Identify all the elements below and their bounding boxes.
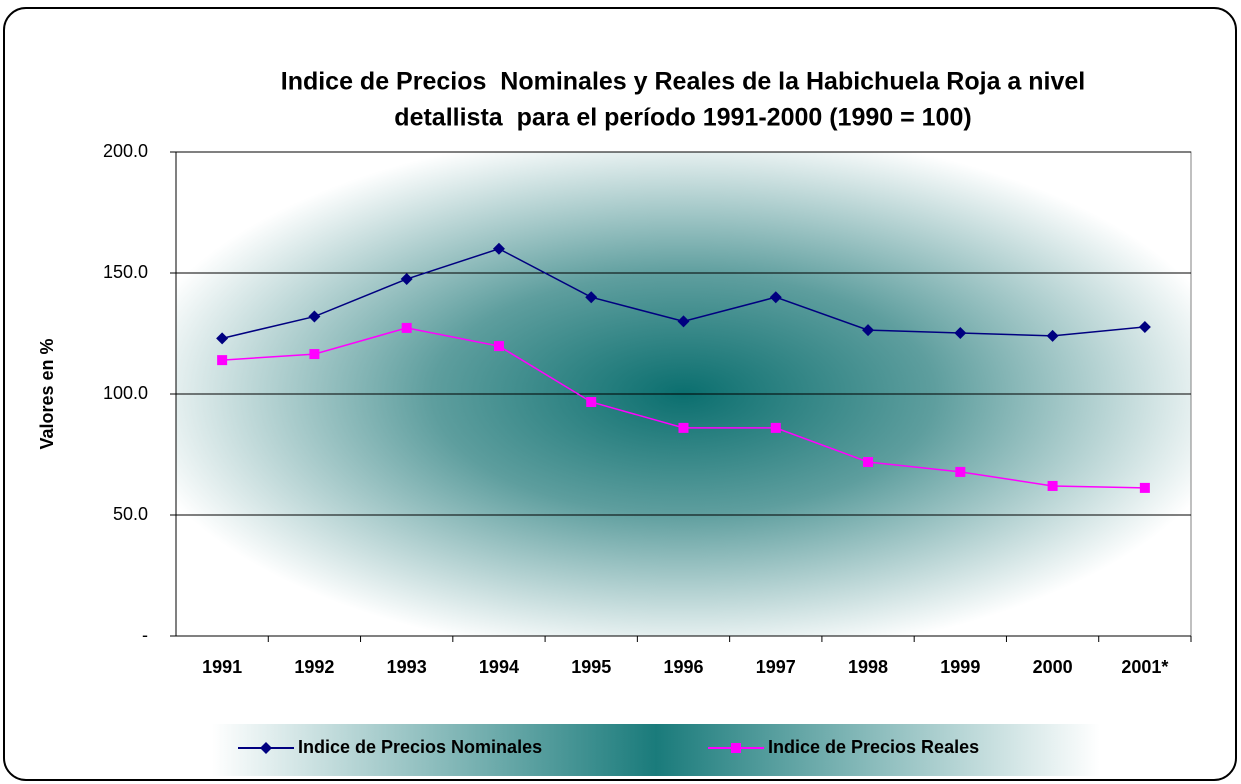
data-point bbox=[955, 466, 966, 477]
data-point bbox=[217, 355, 228, 366]
data-point bbox=[862, 324, 875, 337]
legend-label: Indice de Precios Nominales bbox=[298, 737, 542, 757]
data-point bbox=[770, 422, 781, 433]
data-point bbox=[309, 349, 320, 360]
legend-label: Indice de Precios Reales bbox=[768, 737, 979, 757]
data-point bbox=[1047, 480, 1058, 491]
y-axis-label: Valores en % bbox=[37, 338, 57, 449]
data-point bbox=[769, 291, 782, 304]
y-tick-label: 50.0 bbox=[113, 504, 148, 524]
x-tick-label: 1999 bbox=[940, 657, 980, 677]
data-point bbox=[493, 341, 504, 352]
data-point bbox=[1139, 482, 1150, 493]
data-point bbox=[1138, 320, 1151, 333]
x-tick-label: 2000 bbox=[1033, 657, 1073, 677]
x-tick-label: 1997 bbox=[756, 657, 796, 677]
data-point bbox=[216, 332, 229, 345]
data-point bbox=[401, 322, 412, 333]
x-tick-label: 1995 bbox=[571, 657, 611, 677]
x-tick-label: 1994 bbox=[479, 657, 519, 677]
legend-marker bbox=[260, 742, 272, 754]
data-point bbox=[863, 457, 874, 468]
data-point bbox=[954, 327, 967, 340]
data-point bbox=[492, 242, 505, 255]
x-tick-label: 1992 bbox=[294, 657, 334, 677]
x-tick-label: 1991 bbox=[202, 657, 242, 677]
chart-title: detallista para el período 1991-2000 (19… bbox=[394, 104, 971, 132]
y-tick-label: - bbox=[142, 625, 148, 645]
data-point bbox=[308, 310, 321, 323]
y-tick-label: 150.0 bbox=[103, 262, 148, 282]
legend-marker bbox=[731, 743, 741, 753]
data-point bbox=[586, 396, 597, 407]
y-tick-label: 100.0 bbox=[103, 383, 148, 403]
data-point bbox=[677, 315, 690, 328]
data-point bbox=[400, 273, 413, 286]
legend bbox=[212, 724, 1100, 776]
x-tick-label: 1996 bbox=[663, 657, 703, 677]
x-tick-label: 1993 bbox=[387, 657, 427, 677]
data-point bbox=[585, 291, 598, 304]
data-point bbox=[678, 422, 689, 433]
y-tick-label: 200.0 bbox=[103, 141, 148, 161]
x-tick-label: 1998 bbox=[848, 657, 888, 677]
data-point bbox=[1046, 329, 1059, 342]
chart-title: Indice de Precios Nominales y Reales de … bbox=[281, 68, 1086, 96]
x-tick-label: 2001* bbox=[1121, 657, 1168, 677]
